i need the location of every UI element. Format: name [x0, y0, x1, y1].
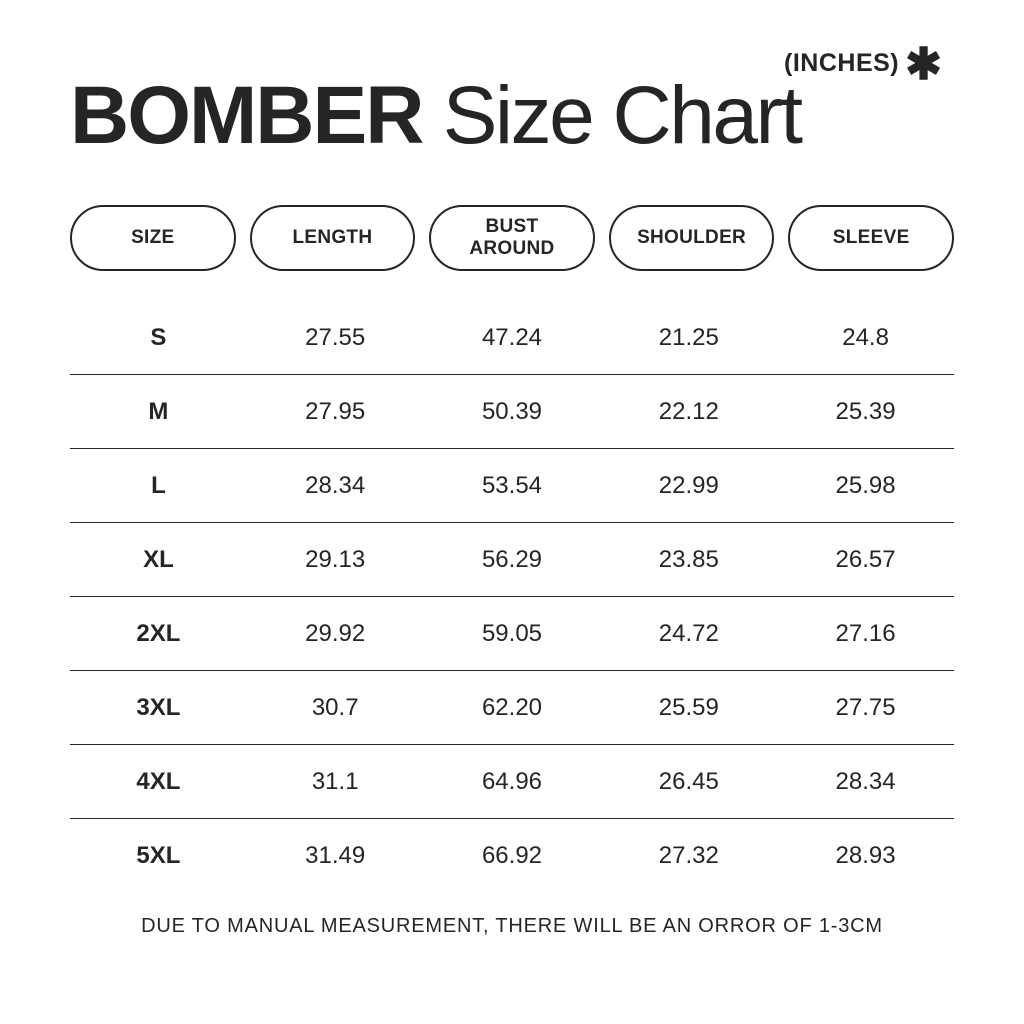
- unit-text: (INCHES): [784, 49, 899, 78]
- table-row: S 27.55 47.24 21.25 24.8: [70, 301, 954, 375]
- cell-size: 4XL: [70, 768, 247, 796]
- cell-sleeve: 25.98: [777, 472, 954, 500]
- title-rest: Size Chart: [422, 70, 800, 161]
- cell-size: L: [70, 472, 247, 500]
- cell-size: 5XL: [70, 842, 247, 870]
- header-bust: BUSTAROUND: [429, 205, 595, 271]
- title-bold: BOMBER: [70, 70, 422, 161]
- cell-bust: 47.24: [424, 324, 601, 352]
- cell-length: 30.7: [247, 694, 424, 722]
- cell-shoulder: 27.32: [600, 842, 777, 870]
- cell-length: 27.55: [247, 324, 424, 352]
- cell-shoulder: 24.72: [600, 620, 777, 648]
- cell-bust: 56.29: [424, 546, 601, 574]
- cell-sleeve: 28.93: [777, 842, 954, 870]
- table-row: L 28.34 53.54 22.99 25.98: [70, 449, 954, 523]
- cell-sleeve: 27.16: [777, 620, 954, 648]
- cell-length: 31.1: [247, 768, 424, 796]
- cell-shoulder: 25.59: [600, 694, 777, 722]
- cell-size: S: [70, 324, 247, 352]
- table-row: M 27.95 50.39 22.12 25.39: [70, 375, 954, 449]
- header-shoulder: SHOULDER: [609, 205, 775, 271]
- cell-sleeve: 27.75: [777, 694, 954, 722]
- cell-shoulder: 21.25: [600, 324, 777, 352]
- cell-size: 2XL: [70, 620, 247, 648]
- table-row: 4XL 31.1 64.96 26.45 28.34: [70, 745, 954, 819]
- chart-title: BOMBER Size Chart: [70, 75, 954, 157]
- footnote: DUE TO MANUAL MEASUREMENT, THERE WILL BE…: [70, 915, 954, 938]
- cell-sleeve: 24.8: [777, 324, 954, 352]
- cell-bust: 59.05: [424, 620, 601, 648]
- cell-bust: 66.92: [424, 842, 601, 870]
- cell-shoulder: 23.85: [600, 546, 777, 574]
- cell-length: 27.95: [247, 398, 424, 426]
- cell-sleeve: 28.34: [777, 768, 954, 796]
- header-length: LENGTH: [250, 205, 416, 271]
- column-headers: SIZE LENGTH BUSTAROUND SHOULDER SLEEVE: [70, 205, 954, 271]
- table-row: 5XL 31.49 66.92 27.32 28.93: [70, 819, 954, 893]
- table-row: 2XL 29.92 59.05 24.72 27.16: [70, 597, 954, 671]
- table-row: 3XL 30.7 62.20 25.59 27.75: [70, 671, 954, 745]
- cell-bust: 53.54: [424, 472, 601, 500]
- cell-length: 31.49: [247, 842, 424, 870]
- table-row: XL 29.13 56.29 23.85 26.57: [70, 523, 954, 597]
- cell-length: 29.92: [247, 620, 424, 648]
- cell-sleeve: 26.57: [777, 546, 954, 574]
- cell-length: 29.13: [247, 546, 424, 574]
- asterisk-icon: ✱: [905, 50, 942, 81]
- cell-shoulder: 22.12: [600, 398, 777, 426]
- header-sleeve: SLEEVE: [788, 205, 954, 271]
- header-bust-label: BUSTAROUND: [469, 216, 554, 260]
- cell-bust: 50.39: [424, 398, 601, 426]
- table-body: S 27.55 47.24 21.25 24.8 M 27.95 50.39 2…: [70, 301, 954, 893]
- cell-size: 3XL: [70, 694, 247, 722]
- cell-length: 28.34: [247, 472, 424, 500]
- cell-size: M: [70, 398, 247, 426]
- cell-bust: 62.20: [424, 694, 601, 722]
- cell-size: XL: [70, 546, 247, 574]
- cell-bust: 64.96: [424, 768, 601, 796]
- cell-sleeve: 25.39: [777, 398, 954, 426]
- cell-shoulder: 22.99: [600, 472, 777, 500]
- header-size: SIZE: [70, 205, 236, 271]
- unit-label: (INCHES) ✱: [784, 48, 942, 79]
- cell-shoulder: 26.45: [600, 768, 777, 796]
